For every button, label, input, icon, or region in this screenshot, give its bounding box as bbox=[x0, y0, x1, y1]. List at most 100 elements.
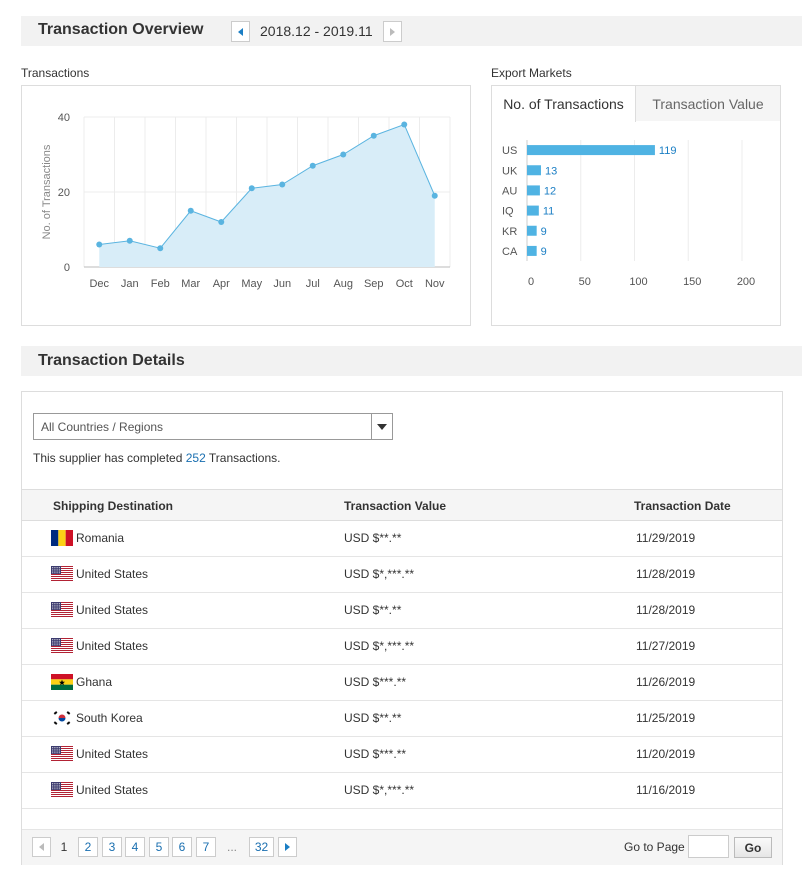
table-row: Ghana USD $***.** 11/26/2019 bbox=[22, 665, 782, 701]
y-axis-label: No. of Transactions bbox=[41, 144, 53, 239]
bar bbox=[527, 225, 537, 236]
data-point bbox=[218, 219, 225, 225]
transaction-value: USD $***.** bbox=[344, 747, 407, 761]
bar-value-label: 11 bbox=[543, 206, 554, 218]
data-point bbox=[340, 151, 347, 158]
y-tick-label: 0 bbox=[64, 262, 70, 274]
transaction-date: 11/16/2019 bbox=[636, 783, 696, 797]
transaction-value: USD $**.** bbox=[344, 531, 402, 545]
transaction-count: 252 bbox=[185, 451, 206, 465]
x-tick-label: May bbox=[241, 278, 262, 290]
x-tick-label: Mar bbox=[181, 278, 200, 290]
prev-period-button[interactable] bbox=[231, 21, 250, 42]
page-link-3[interactable]: 3 bbox=[102, 837, 122, 857]
page-ellipsis: ... bbox=[226, 840, 237, 854]
transaction-value: USD $**.** bbox=[344, 603, 402, 617]
ghana-flag-icon bbox=[51, 674, 73, 690]
bar bbox=[527, 245, 537, 256]
tab-transaction-value[interactable]: Transaction Value bbox=[636, 86, 780, 121]
bar bbox=[527, 165, 541, 176]
page-link-6[interactable]: 6 bbox=[172, 837, 192, 857]
transaction-value: USD $**.** bbox=[344, 711, 402, 725]
column-transaction-value: Transaction Value bbox=[344, 499, 447, 513]
dropdown-arrow[interactable] bbox=[371, 414, 392, 439]
data-point bbox=[370, 132, 377, 139]
goto-page-label: Go to Page bbox=[624, 840, 685, 854]
transactions-label: Transactions bbox=[21, 66, 90, 80]
table-row: United States USD $*,***.** 11/16/2019 bbox=[22, 773, 782, 809]
data-point bbox=[279, 181, 286, 188]
table-row: United States USD $*,***.** 11/27/2019 bbox=[22, 629, 782, 665]
chevron-right-icon bbox=[390, 27, 395, 36]
y-tick-label: 40 bbox=[58, 112, 70, 124]
transactions-chart-panel: 0 20 40 Dec Jan Feb Mar Apr May Jun Jul Aug Sep Oct No… bbox=[21, 85, 471, 326]
data-point bbox=[126, 237, 133, 244]
page-link-2[interactable]: 2 bbox=[78, 837, 98, 857]
table-row: United States USD $*,***.** 11/28/2019 bbox=[22, 557, 782, 593]
chevron-left-icon bbox=[39, 843, 44, 851]
bar bbox=[527, 185, 540, 196]
x-tick-label: 0 bbox=[528, 276, 534, 288]
bar-value-label: 119 bbox=[659, 145, 677, 157]
us-flag-icon bbox=[51, 746, 73, 762]
x-tick-label: Aug bbox=[333, 278, 353, 290]
x-tick-label: 200 bbox=[737, 276, 755, 288]
transaction-date: 11/26/2019 bbox=[636, 675, 696, 689]
us-flag-icon bbox=[51, 566, 73, 582]
bar-value-label: 13 bbox=[545, 165, 557, 177]
transaction-date: 11/25/2019 bbox=[636, 711, 696, 725]
next-page-button[interactable] bbox=[278, 837, 297, 857]
table-row: United States USD $***.** 11/20/2019 bbox=[22, 737, 782, 773]
page-link-5[interactable]: 5 bbox=[149, 837, 169, 857]
bar-value-label: 12 bbox=[544, 185, 556, 197]
markets-tabs: Transaction Value No. of Transactions bbox=[492, 86, 780, 122]
page-link-7[interactable]: 7 bbox=[196, 837, 216, 857]
x-tick-label: Nov bbox=[425, 278, 445, 290]
data-point bbox=[248, 185, 255, 192]
bar bbox=[527, 205, 539, 216]
transaction-date: 11/29/2019 bbox=[636, 531, 696, 545]
details-title: Transaction Details bbox=[38, 352, 185, 369]
x-tick-label: Jul bbox=[306, 278, 320, 290]
shipping-destination: United States bbox=[76, 639, 149, 653]
next-period-button[interactable] bbox=[383, 21, 402, 42]
shipping-destination: Romania bbox=[76, 531, 125, 545]
export-markets-bar-chart: 0 50 100 150 200 US 119 UK 13 AU 12 IQ 11 KR 9 CA 9 bbox=[502, 140, 755, 288]
details-header: Transaction Details bbox=[21, 346, 802, 376]
transactions-summary: This supplier has completed 252 Transact… bbox=[33, 451, 280, 465]
pagination: 1 2 3 4 5 6 7... 32 Go to Page Go bbox=[22, 829, 782, 865]
shipping-destination: United States bbox=[76, 567, 149, 581]
transactions-area-chart: 0 20 40 Dec Jan Feb Mar Apr May Jun Jul Aug Sep Oct No… bbox=[41, 112, 451, 290]
x-tick-label: 50 bbox=[579, 276, 591, 288]
current-page: 1 bbox=[60, 840, 68, 854]
south-korea-flag-icon bbox=[51, 710, 73, 726]
go-button[interactable]: Go bbox=[734, 837, 772, 858]
column-shipping-destination: Shipping Destination bbox=[53, 499, 173, 513]
shipping-destination: United States bbox=[76, 747, 149, 761]
x-tick-label: Oct bbox=[396, 278, 413, 290]
data-point bbox=[431, 192, 438, 199]
prev-page-button[interactable] bbox=[32, 837, 51, 857]
data-point bbox=[401, 121, 408, 128]
tab-no-of-transactions[interactable]: No. of Transactions bbox=[492, 86, 636, 122]
country-filter-select[interactable]: All Countries / Regions bbox=[33, 413, 393, 440]
data-point bbox=[187, 207, 194, 214]
transaction-value: USD $*,***.** bbox=[344, 783, 415, 797]
transaction-value: USD $*,***.** bbox=[344, 567, 415, 581]
shipping-destination: United States bbox=[76, 783, 149, 797]
chevron-left-icon bbox=[238, 27, 243, 36]
x-tick-label: Sep bbox=[364, 278, 384, 290]
transaction-value: USD $*,***.** bbox=[344, 639, 415, 653]
transaction-date: 11/27/2019 bbox=[636, 639, 696, 653]
table-row: Romania USD $**.** 11/29/2019 bbox=[22, 521, 782, 557]
overview-title: Transaction Overview bbox=[38, 21, 204, 38]
page-link-4[interactable]: 4 bbox=[125, 837, 145, 857]
goto-page-input[interactable] bbox=[688, 835, 729, 858]
country-filter-value: All Countries / Regions bbox=[41, 420, 164, 434]
transaction-date: 11/20/2019 bbox=[636, 747, 696, 761]
transaction-date: 11/28/2019 bbox=[636, 567, 696, 581]
transaction-date: 11/28/2019 bbox=[636, 603, 696, 617]
table-row: United States USD $**.** 11/28/2019 bbox=[22, 593, 782, 629]
shipping-destination: Ghana bbox=[76, 675, 113, 689]
page-link-32[interactable]: 32 bbox=[249, 837, 274, 857]
